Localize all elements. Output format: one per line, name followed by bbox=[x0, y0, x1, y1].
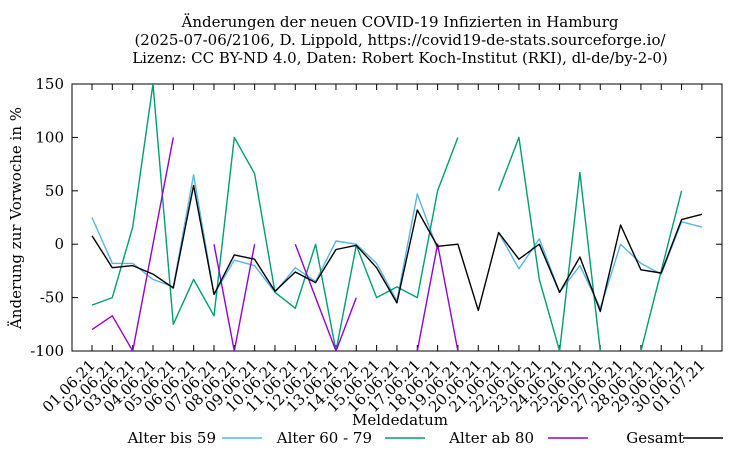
legend: Alter bis 59 Alter 60 - 79 Alter ab 80 Gesa… bbox=[127, 429, 723, 447]
y-axis-ticks: -100 -50 0 50 100 150 bbox=[30, 75, 722, 360]
legend-label: Gesamt bbox=[626, 429, 684, 447]
y-tick-label: 0 bbox=[54, 235, 64, 253]
x-axis-label: Meldedatum bbox=[352, 411, 448, 429]
series-line-3 bbox=[91, 137, 459, 351]
y-axis-label: Änderung zur Vorwoche in % bbox=[7, 107, 25, 330]
series-line-2 bbox=[91, 84, 683, 351]
y-tick-label: -50 bbox=[40, 289, 64, 307]
y-tick-label: 50 bbox=[45, 182, 64, 200]
chart-title-line-3: Lizenz: CC BY-ND 4.0, Daten: Robert Koch… bbox=[132, 49, 668, 67]
series-line-4 bbox=[91, 184, 703, 313]
chart-title-line-2: (2025-07-06/2106, D. Lippold, https://co… bbox=[134, 31, 666, 49]
y-tick-label: 100 bbox=[35, 128, 64, 146]
legend-label: Alter 60 - 79 bbox=[276, 429, 372, 447]
series-line-1 bbox=[91, 174, 703, 309]
legend-label: Alter ab 80 bbox=[448, 429, 534, 447]
y-tick-label: 150 bbox=[35, 75, 64, 93]
plot-frame bbox=[71, 83, 723, 352]
legend-label: Alter bis 59 bbox=[127, 429, 216, 447]
x-axis-ticks: 01.06.2102.06.2103.06.2104.06.2105.06.21… bbox=[39, 84, 709, 416]
series-lines bbox=[91, 84, 703, 351]
chart-title-line-1: Änderungen der neuen COVID-19 Infizierte… bbox=[181, 13, 619, 31]
y-tick-label: -100 bbox=[30, 342, 64, 360]
